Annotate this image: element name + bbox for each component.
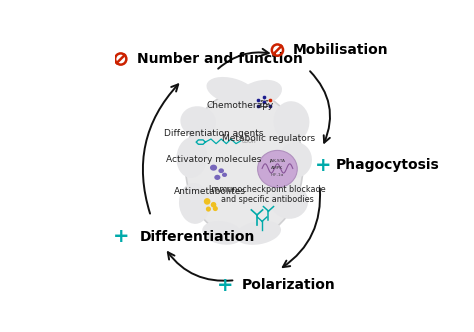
Ellipse shape [179,183,210,224]
Text: Differentiation: Differentiation [139,230,255,244]
Text: Mobilisation: Mobilisation [293,43,388,57]
Text: Activatory molecules: Activatory molecules [166,155,261,164]
Ellipse shape [176,137,207,178]
Ellipse shape [206,207,211,211]
Ellipse shape [204,198,210,205]
Text: Phagocytosis: Phagocytosis [336,158,440,172]
Ellipse shape [207,77,256,105]
Ellipse shape [213,206,218,211]
Ellipse shape [273,101,310,142]
Text: HIF-1α: HIF-1α [271,173,284,177]
Ellipse shape [258,150,297,188]
Text: Chemotherapy: Chemotherapy [207,101,274,110]
Ellipse shape [237,80,282,107]
Text: JAK-STA: JAK-STA [269,158,285,162]
Ellipse shape [214,175,220,180]
Ellipse shape [181,106,216,137]
Ellipse shape [219,168,224,173]
Text: +: + [315,156,332,175]
Ellipse shape [211,202,216,208]
Ellipse shape [185,91,303,239]
Text: Polarization: Polarization [242,278,336,292]
Text: COOH: COOH [242,139,256,144]
Text: Antimetabolites: Antimetabolites [173,188,246,197]
Ellipse shape [270,183,308,219]
Ellipse shape [236,221,281,245]
Text: Metabolic regulators: Metabolic regulators [222,134,315,143]
Ellipse shape [222,173,227,177]
Text: +: + [217,276,233,295]
Text: AMPK: AMPK [272,166,283,170]
Text: Number and function: Number and function [137,52,303,66]
Ellipse shape [202,221,243,245]
Ellipse shape [279,142,312,178]
Text: Differentiation agents: Differentiation agents [164,128,263,138]
Text: Immunocheckpoint blockade
and specific antibodies: Immunocheckpoint blockade and specific a… [209,185,326,204]
Ellipse shape [210,165,217,171]
Text: +: + [112,227,129,246]
